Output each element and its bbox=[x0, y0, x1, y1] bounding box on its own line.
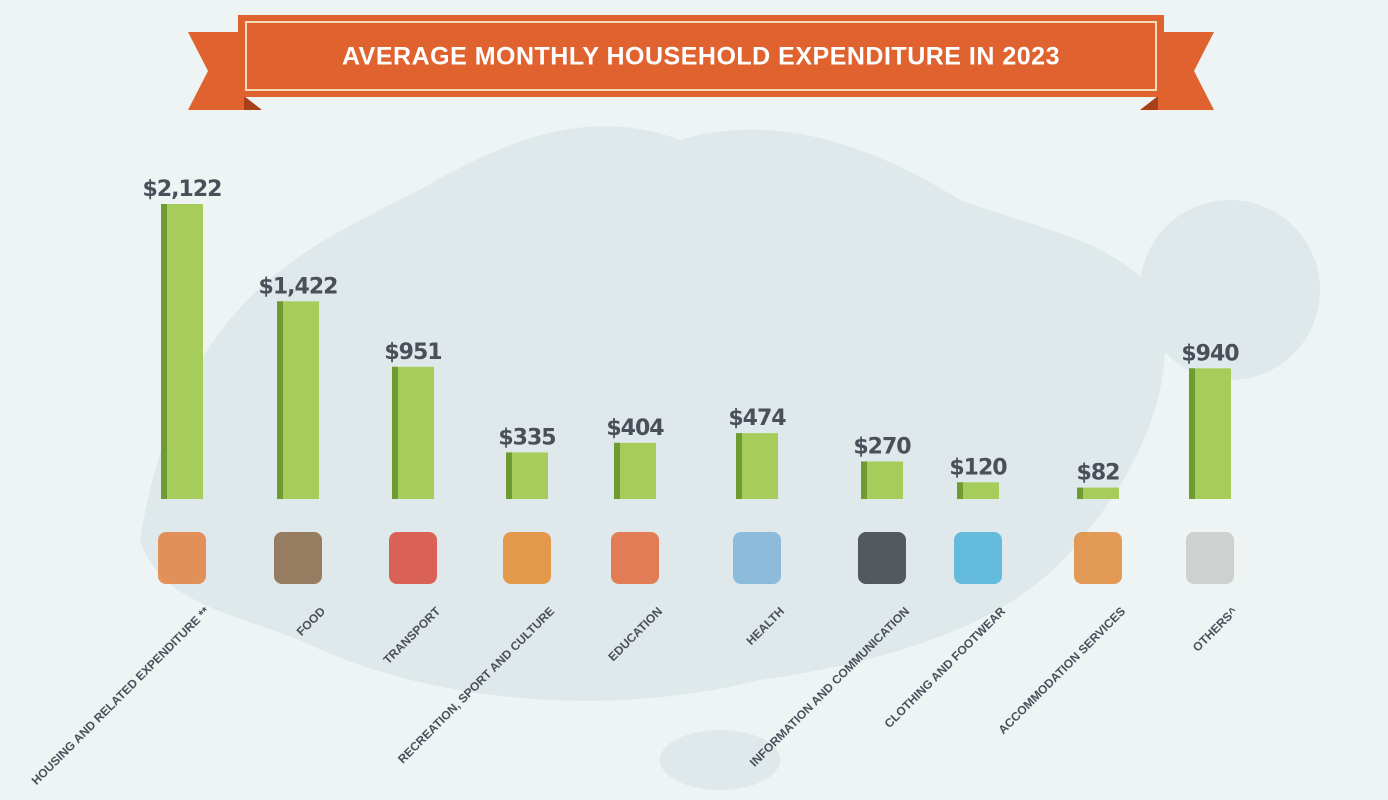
bar-edge bbox=[861, 461, 867, 499]
bar-edge bbox=[957, 482, 963, 499]
bar-edge bbox=[161, 204, 167, 499]
value-label: $120 bbox=[949, 455, 1007, 480]
bar bbox=[1077, 487, 1119, 499]
bar-edge bbox=[614, 442, 620, 499]
value-label: $940 bbox=[1181, 341, 1239, 366]
bar bbox=[277, 301, 319, 499]
category-icon bbox=[389, 532, 437, 584]
bar bbox=[506, 452, 548, 499]
bar-edge bbox=[736, 433, 742, 499]
bar bbox=[161, 204, 203, 499]
category-label: OTHERS^ bbox=[1190, 604, 1240, 654]
category-icon bbox=[503, 532, 551, 584]
bar bbox=[392, 366, 434, 499]
category-icon bbox=[733, 532, 781, 584]
category-icon bbox=[1186, 532, 1234, 584]
value-label: $82 bbox=[1077, 461, 1120, 486]
bar bbox=[1189, 368, 1231, 499]
bar bbox=[614, 442, 656, 499]
chart-title: AVERAGE MONTHLY HOUSEHOLD EXPENDITURE IN… bbox=[342, 43, 1060, 71]
title-banner: AVERAGE MONTHLY HOUSEHOLD EXPENDITURE IN… bbox=[188, 15, 1214, 110]
bar-edge bbox=[506, 452, 512, 499]
bar-edge bbox=[277, 301, 283, 499]
value-label: $270 bbox=[853, 434, 911, 459]
category-icon bbox=[611, 532, 659, 584]
category-icon bbox=[274, 532, 322, 584]
bar-edge bbox=[392, 366, 398, 499]
bar bbox=[736, 433, 778, 499]
value-label: $951 bbox=[384, 340, 441, 365]
bar bbox=[861, 461, 903, 499]
category-icon bbox=[1074, 532, 1122, 584]
bar-edge bbox=[1189, 368, 1195, 499]
category-label: HOUSING AND RELATED EXPENDITURE ** bbox=[29, 604, 213, 788]
category-label: ACCOMMODATION SERVICES bbox=[995, 604, 1128, 737]
value-label: $335 bbox=[498, 425, 555, 450]
category-icon bbox=[858, 532, 906, 584]
value-label: $404 bbox=[606, 416, 664, 441]
bar-edge bbox=[1077, 487, 1083, 499]
value-label: $474 bbox=[728, 406, 786, 431]
category-icon bbox=[954, 532, 1002, 584]
bar bbox=[957, 482, 999, 499]
value-label: $2,122 bbox=[143, 177, 222, 202]
category-icon bbox=[158, 532, 206, 584]
value-label: $1,422 bbox=[259, 274, 338, 299]
